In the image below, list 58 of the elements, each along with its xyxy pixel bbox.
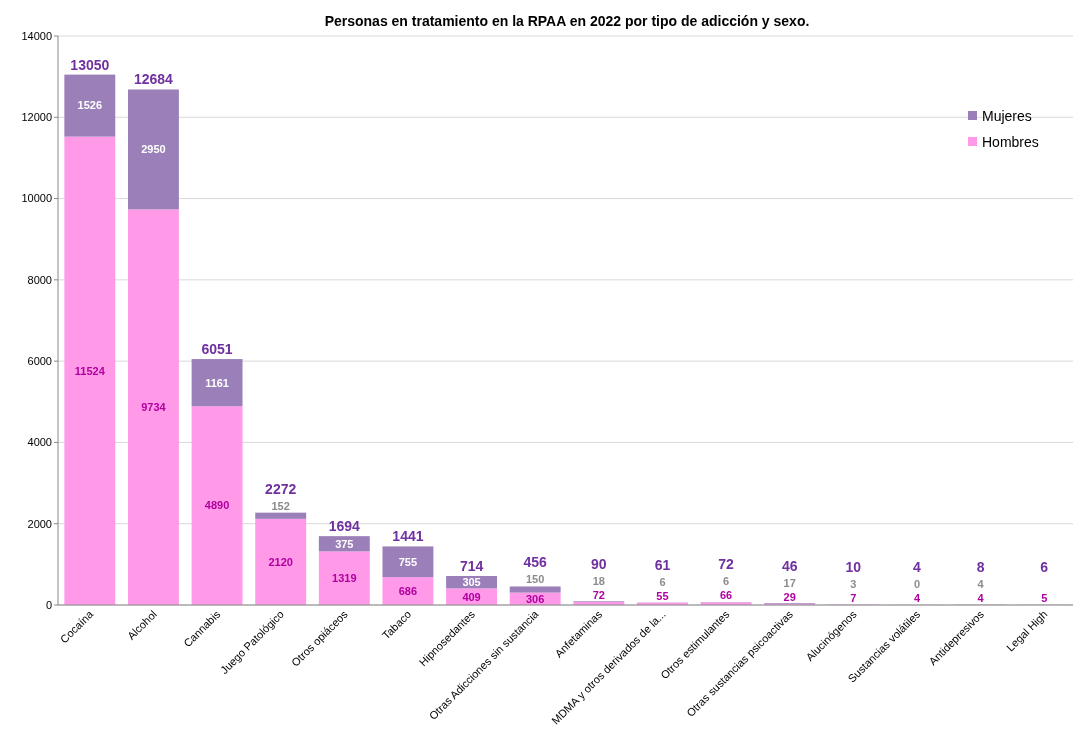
legend-label: Hombres [982, 133, 1039, 150]
total-label: 10 [845, 558, 862, 575]
y-tick-label: 6000 [27, 354, 52, 367]
data-label: 305 [462, 576, 481, 589]
y-tick-label: 4000 [27, 436, 52, 449]
total-label: 1694 [328, 518, 361, 535]
total-label: 714 [459, 557, 484, 574]
y-tick-label: 0 [45, 598, 52, 611]
data-label: 0 [913, 577, 920, 590]
data-label: 6 [723, 575, 730, 588]
data-label: 5 [1041, 591, 1048, 604]
total-label: 1441 [392, 528, 424, 545]
legend-label: Mujeres [982, 107, 1032, 124]
data-label: 7 [850, 591, 857, 604]
data-label: 755 [398, 555, 418, 568]
data-label: 1161 [205, 376, 229, 389]
data-label: 3 [850, 577, 857, 590]
total-label: 6 [1040, 558, 1049, 575]
data-label: 55 [656, 589, 669, 602]
total-label: 456 [523, 554, 548, 571]
data-label: 1319 [332, 572, 357, 585]
data-label: 9734 [141, 401, 167, 414]
chart-title: Personas en tratamiento en la RPAA en 2022 por tipo de adicción y sexo. [324, 13, 810, 29]
total-label: 2272 [265, 480, 297, 497]
total-label: 13050 [70, 56, 110, 73]
data-label: 409 [462, 590, 481, 603]
data-label: 4 [977, 591, 985, 604]
y-tick-label: 8000 [27, 273, 52, 286]
total-label: 4 [913, 591, 921, 604]
data-label: 17 [783, 576, 796, 589]
data-label: 4890 [204, 499, 230, 512]
data-label: 2120 [268, 555, 293, 568]
data-label: 306 [526, 592, 545, 605]
data-label: 6 [659, 575, 666, 588]
data-label: 4 [913, 558, 922, 575]
data-label: 2950 [141, 143, 166, 156]
total-label: 12684 [133, 71, 174, 88]
data-label: 29 [783, 590, 796, 603]
data-label: 72 [592, 589, 605, 602]
y-tick-label: 14000 [21, 29, 52, 42]
y-tick-label: 12000 [21, 111, 52, 124]
data-label: 66 [719, 589, 733, 602]
total-label: 61 [654, 556, 671, 573]
total-label: 90 [591, 556, 607, 573]
total-label: 6051 [201, 341, 233, 358]
data-label: 375 [335, 537, 354, 550]
total-label: 8 [976, 558, 985, 575]
data-label: 1526 [77, 99, 103, 112]
data-label: 150 [526, 573, 545, 586]
data-label: 686 [398, 584, 418, 597]
data-label: 11524 [74, 364, 106, 377]
y-tick-label: 10000 [21, 192, 52, 205]
total-label: 46 [781, 557, 798, 574]
data-label: 4 [977, 577, 985, 590]
data-label: 18 [592, 575, 605, 588]
data-label: 152 [271, 499, 290, 512]
y-tick-label: 2000 [27, 517, 52, 530]
total-label: 72 [718, 556, 735, 573]
